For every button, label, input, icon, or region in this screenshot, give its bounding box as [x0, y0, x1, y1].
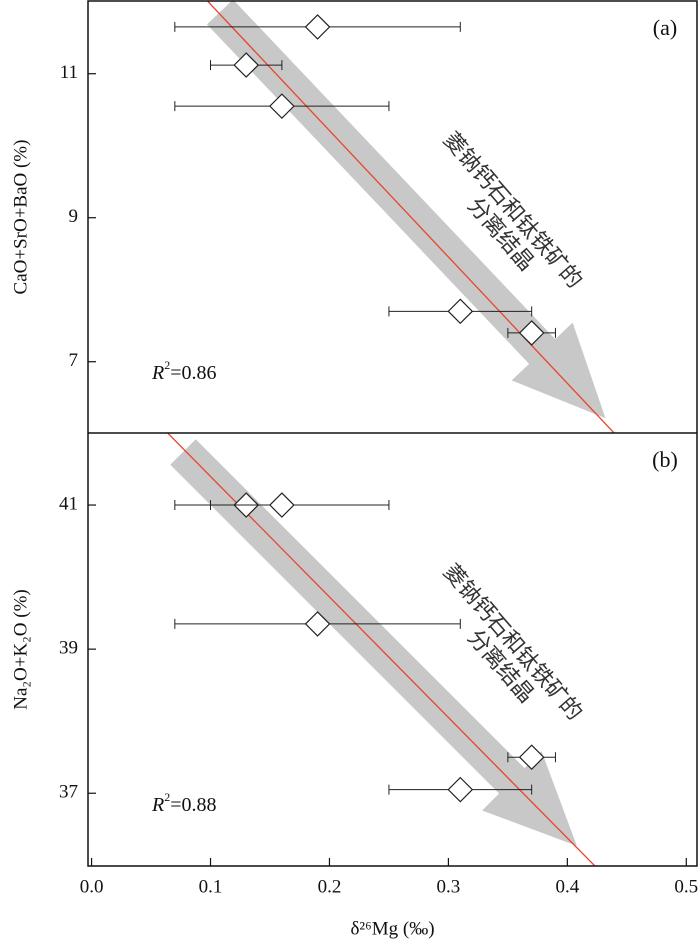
fit-line [166, 433, 596, 866]
y-tick-label: 11 [60, 62, 78, 83]
point [304, 14, 331, 40]
x-tick-label: 0.5 [674, 876, 698, 897]
r-squared: R2=0.88 [151, 790, 217, 816]
r-value: =0.88 [170, 794, 216, 816]
point [447, 298, 474, 325]
x-tick-label: 0.0 [80, 876, 104, 897]
y-axis-label: CaO+SrO+BaO (%) [10, 140, 31, 295]
x-tick-label: 0.4 [555, 876, 579, 897]
fit-line [206, 1, 616, 433]
panel-label: (a) [653, 15, 677, 40]
y-tick-label: 9 [69, 206, 79, 227]
y-tick-label: 39 [59, 637, 78, 658]
y-tick-label: 37 [59, 782, 78, 803]
point [269, 93, 295, 119]
r-power: 2 [164, 358, 170, 372]
r-power: 2 [164, 790, 170, 804]
x-tick-label: 0.2 [318, 876, 342, 897]
r-symbol: R [151, 794, 164, 816]
panel-label: (b) [652, 447, 678, 472]
x-tick-label: 0.3 [437, 876, 461, 897]
point [304, 611, 331, 637]
y-tick-label: 41 [59, 493, 78, 514]
y-axis-label: Na₂O+K₂O (%) [10, 589, 31, 710]
r-symbol: R [151, 362, 164, 384]
point [518, 320, 545, 346]
x-tick-label: 0.1 [199, 876, 223, 897]
point [233, 52, 260, 78]
x-axis-label: δ²⁶Mg (‰) [350, 918, 434, 939]
trend-arrow [206, 0, 606, 419]
point [269, 492, 295, 518]
r-value: =0.86 [170, 362, 216, 384]
annotation: 菱钠钙石和钛铁矿的 [438, 560, 587, 726]
r-squared: R2=0.86 [151, 358, 217, 384]
point [447, 776, 474, 803]
point [518, 744, 545, 771]
y-tick-label: 7 [69, 350, 79, 371]
